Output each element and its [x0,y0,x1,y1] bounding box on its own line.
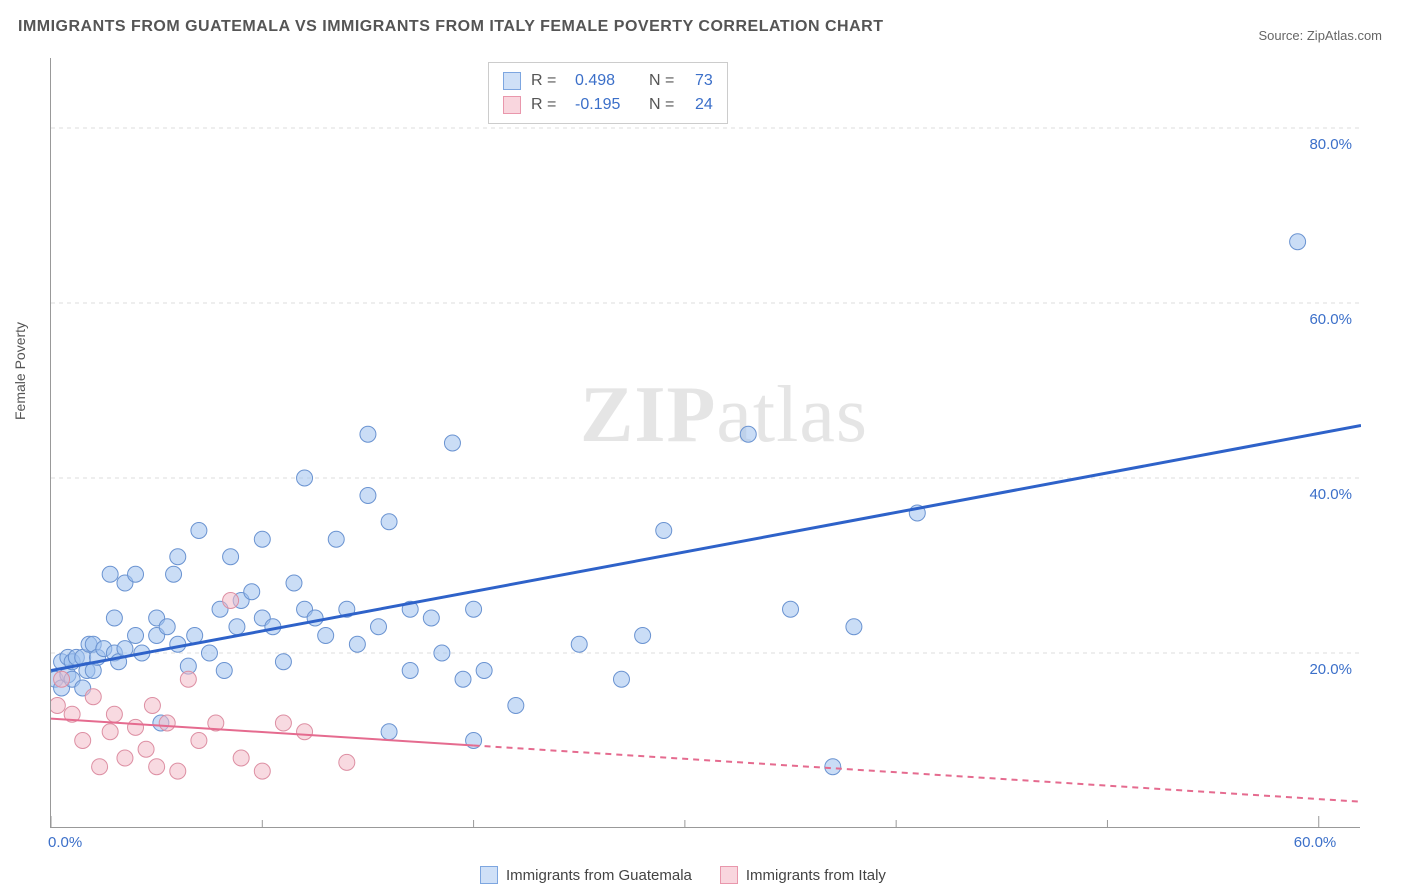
n-value-italy: 24 [695,93,713,117]
legend-series: Immigrants from Guatemala Immigrants fro… [480,866,886,884]
chart-title: IMMIGRANTS FROM GUATEMALA VS IMMIGRANTS … [18,18,883,36]
y-tick-label: 20.0% [1309,661,1352,678]
n-value-guatemala: 73 [695,69,713,93]
legend-label-guatemala: Immigrants from Guatemala [506,867,692,884]
legend-swatch-guatemala [480,866,498,884]
legend-item-guatemala: Immigrants from Guatemala [480,866,692,884]
legend-row-guatemala: R = 0.498 N = 73 [503,69,713,93]
y-tick-label: 80.0% [1309,136,1352,153]
r-value-guatemala: 0.498 [575,69,639,93]
legend-swatch-italy [503,96,521,114]
r-value-italy: -0.195 [575,93,639,117]
n-label: N = [649,69,685,93]
legend-swatch-guatemala [503,72,521,90]
y-tick-label: 40.0% [1309,486,1352,503]
chart-container: 20.0%40.0%60.0%80.0%0.0%60.0% [50,58,1360,828]
plot-area [50,58,1360,828]
x-tick-label: 0.0% [48,834,82,851]
legend-swatch-italy [720,866,738,884]
chart-svg [51,58,1361,828]
legend-correlation: R = 0.498 N = 73 R = -0.195 N = 24 [488,62,728,124]
n-label: N = [649,93,685,117]
legend-item-italy: Immigrants from Italy [720,866,886,884]
y-tick-label: 60.0% [1309,311,1352,328]
r-label: R = [531,93,565,117]
source-attribution: Source: ZipAtlas.com [1258,28,1382,43]
x-tick-label: 60.0% [1294,834,1337,851]
legend-row-italy: R = -0.195 N = 24 [503,93,713,117]
r-label: R = [531,69,565,93]
legend-label-italy: Immigrants from Italy [746,867,886,884]
y-axis-label: Female Poverty [12,322,28,420]
